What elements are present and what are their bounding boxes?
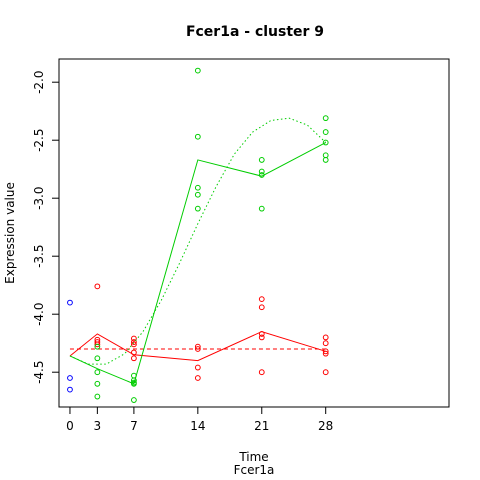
x-tick-label: 3: [94, 419, 102, 433]
data-point: [130, 355, 137, 362]
data-point: [322, 348, 329, 355]
y-tick-label: -2.5: [32, 128, 46, 151]
data-point: [194, 375, 201, 381]
data-point: [67, 386, 73, 393]
data-point: [130, 339, 137, 345]
y-tick-label: -3.0: [32, 186, 46, 209]
data-point: [130, 372, 137, 379]
data-point: [94, 341, 101, 348]
y-tick-label: -4.0: [32, 302, 46, 325]
x-tick-label: 7: [130, 419, 138, 433]
data-point: [322, 152, 329, 159]
data-point: [194, 346, 201, 352]
data-point: [194, 364, 201, 371]
data-point: [258, 172, 265, 178]
mean-line: [69, 142, 326, 385]
data-point: [322, 340, 329, 347]
data-point: [258, 296, 265, 303]
x-axis: 0 3 7 14 21 28: [66, 406, 333, 433]
data-point: [258, 205, 265, 212]
data-point: [94, 393, 101, 400]
chart-title: Fcer1a - cluster 9: [186, 24, 324, 40]
data-point: [194, 205, 201, 212]
data-point: [258, 157, 265, 163]
data-point: [194, 191, 201, 198]
data-point: [67, 375, 73, 381]
data-point: [130, 397, 137, 403]
data-point: [94, 283, 101, 290]
data-point: [322, 115, 329, 122]
y-tick-label: -3.5: [32, 244, 46, 267]
data-point: [258, 304, 265, 311]
data-point: [258, 334, 265, 341]
data-point: [94, 343, 101, 350]
data-point: [322, 350, 329, 357]
y-axis: -2.0 -2.5 -3.0 -3.5 -4.0 -4.5: [32, 70, 60, 384]
data-point: [194, 67, 201, 74]
data-point: [130, 341, 137, 348]
x-axis-sublabel: Fcer1a: [234, 463, 275, 477]
data-point: [322, 334, 329, 341]
data-point: [130, 349, 137, 356]
data-point: [94, 380, 101, 387]
data-point: [194, 133, 201, 140]
series-1: [69, 283, 329, 381]
data-point: [258, 168, 265, 175]
data-point: [194, 184, 201, 191]
data-point: [258, 369, 265, 376]
data-point: [322, 157, 329, 163]
plot-frame: [58, 58, 450, 408]
series-2: [69, 67, 329, 403]
x-axis-label: Time: [238, 450, 268, 464]
chart-marks: [67, 67, 329, 403]
fit-line: [69, 117, 327, 365]
y-tick-label: -2.0: [32, 70, 46, 93]
data-point: [194, 343, 201, 350]
x-tick-label: 14: [190, 419, 205, 433]
y-axis-label: Expression value: [3, 182, 17, 284]
data-point: [130, 335, 137, 342]
mean-line: [69, 331, 326, 362]
data-point: [322, 139, 329, 146]
data-point: [322, 369, 329, 376]
x-tick-label: 28: [318, 419, 333, 433]
x-tick-label: 21: [254, 419, 269, 433]
data-point: [130, 377, 137, 384]
series-0: [67, 299, 73, 393]
data-point: [130, 380, 137, 387]
data-point: [322, 129, 329, 135]
y-tick-label: -4.5: [32, 360, 46, 383]
data-point: [258, 331, 265, 337]
data-point: [94, 369, 101, 376]
data-point: [67, 299, 73, 306]
x-tick-label: 0: [66, 419, 74, 433]
data-point: [94, 355, 101, 362]
